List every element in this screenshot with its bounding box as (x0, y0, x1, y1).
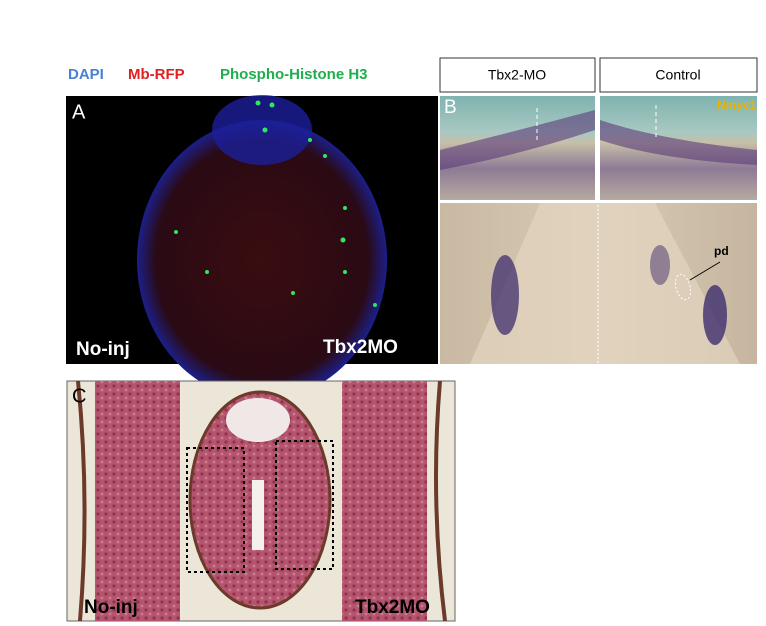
ph3-cells (174, 100, 377, 307)
neural-tube (212, 95, 312, 165)
lumen (252, 480, 264, 550)
panel-label: B (444, 97, 457, 118)
gene-label: Nmyc1 (717, 98, 757, 112)
legend-ph3: Phospho-Histone H3 (220, 66, 368, 83)
annotation: pd (714, 244, 729, 258)
condition-label: No-inj (76, 339, 130, 360)
header-label: Control (655, 67, 700, 83)
stain (703, 285, 727, 345)
inset-box (275, 440, 334, 570)
outline (674, 273, 692, 301)
header-box (599, 57, 758, 93)
neural-tube (226, 398, 290, 442)
legend-mb-rfp: Mb-RFP (128, 66, 185, 83)
stain (650, 245, 670, 285)
skin (434, 380, 447, 622)
condition-label: No-inj (84, 597, 138, 618)
stain (600, 120, 757, 165)
legend-dapi: DAPI (68, 66, 104, 83)
condition-label: Tbx2MO (355, 597, 430, 618)
embryo-section (137, 120, 387, 400)
tissue (95, 381, 180, 621)
stain (491, 255, 519, 335)
header-label: Tbx2-MO (488, 67, 546, 83)
header-box (439, 57, 596, 93)
skin (76, 380, 87, 622)
panel-label: C (72, 385, 86, 407)
section (470, 203, 740, 364)
panel-label: A (72, 101, 86, 123)
tissue (342, 381, 427, 621)
pointer (689, 261, 721, 281)
stain (440, 110, 595, 170)
condition-label: Tbx2MO (323, 337, 398, 358)
inset-box (186, 447, 245, 573)
